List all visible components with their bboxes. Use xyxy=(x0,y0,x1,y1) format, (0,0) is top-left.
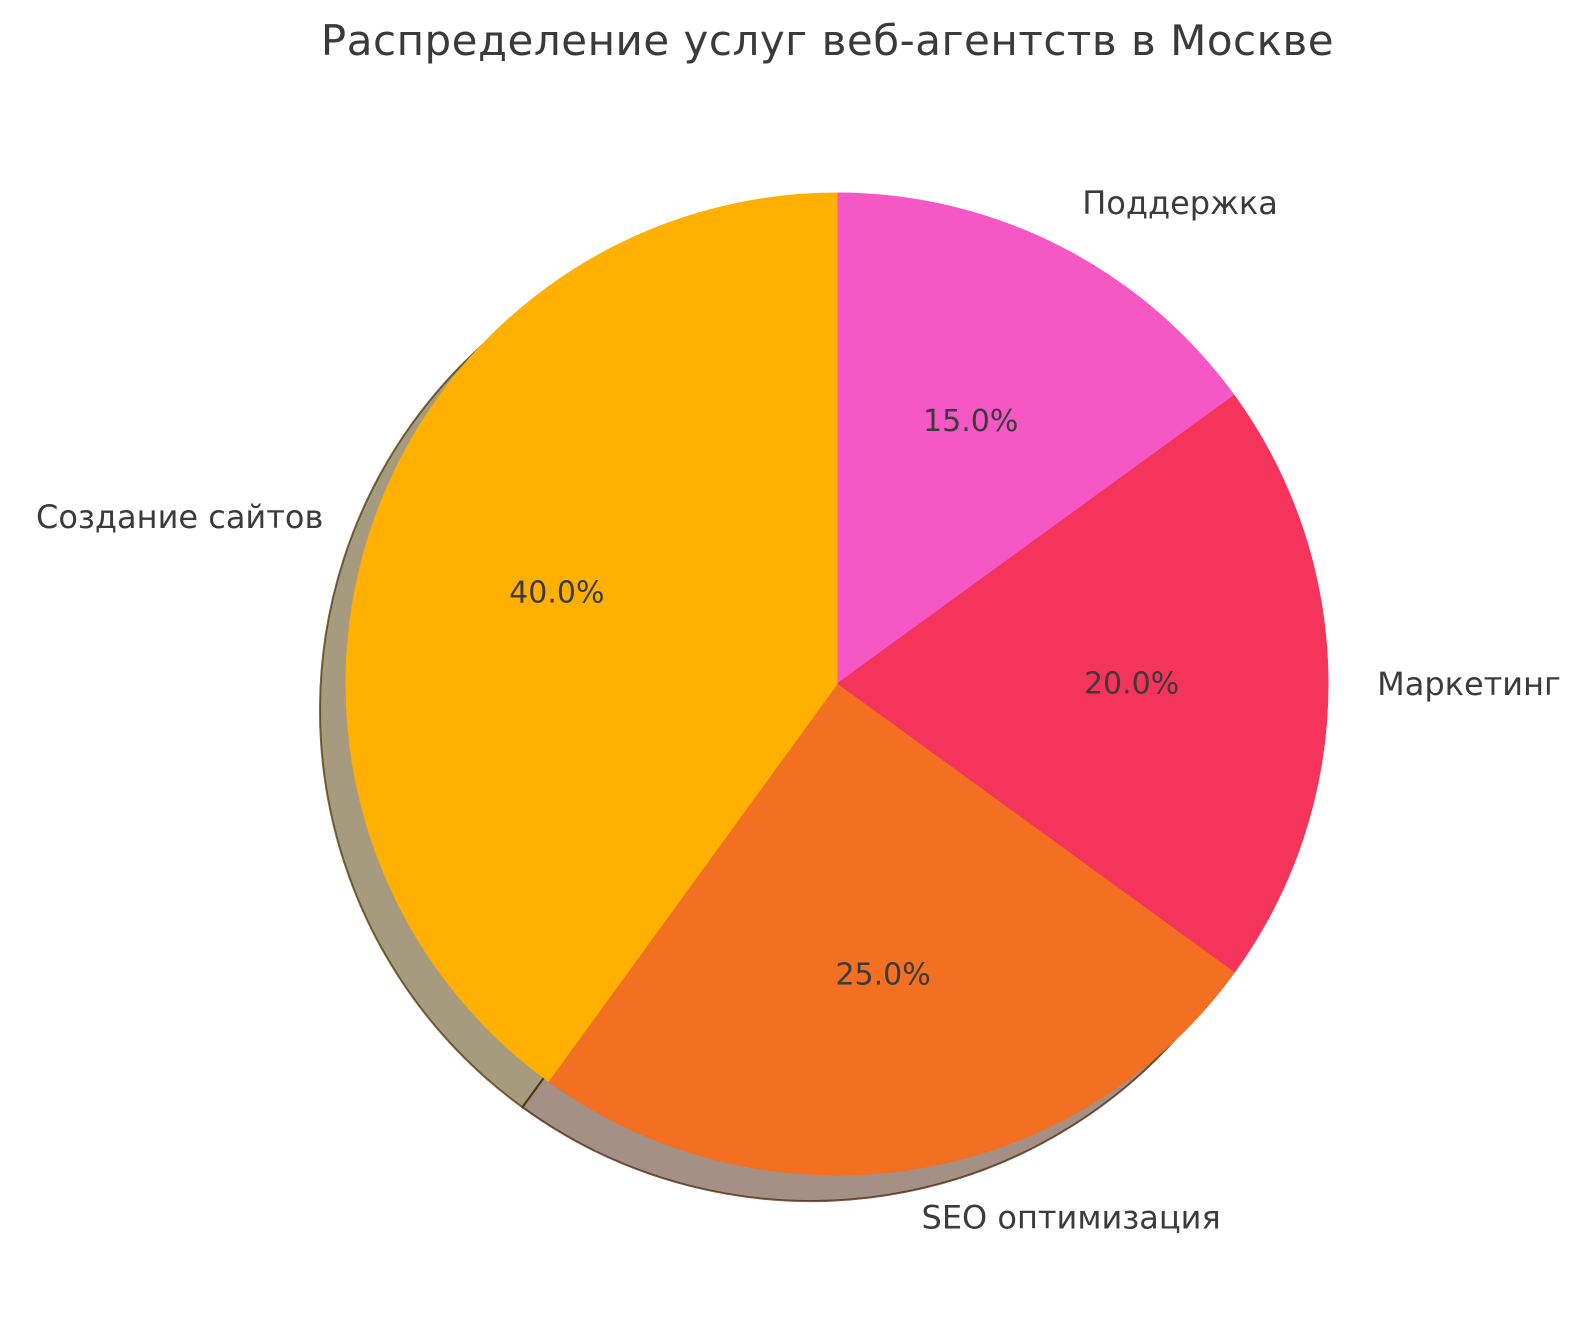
pie-pct-label-website-creation: 40.0% xyxy=(509,576,604,611)
pie-slice-support xyxy=(836,192,1235,685)
chart-title: Распределение услуг веб-агентств в Москв… xyxy=(320,16,1335,65)
pie-slice-marketing xyxy=(836,394,1329,974)
pie-slices xyxy=(345,192,1329,1176)
pie-slice-label-marketing: Маркетинг xyxy=(1377,665,1561,703)
pie-slice-label-website-creation: Создание сайтов xyxy=(36,498,323,536)
pie-slice-label-seo-optimization: SEO оптимизация xyxy=(922,1199,1221,1237)
pie-pct-label-seo-optimization: 25.0% xyxy=(835,958,930,993)
pie-slice-label-support: Поддержка xyxy=(1082,184,1278,222)
pie-pct-label-marketing: 20.0% xyxy=(1084,667,1179,702)
pie-slice-seo-optimization xyxy=(547,683,1235,1176)
pie-pct-label-support: 15.0% xyxy=(923,404,1018,439)
pie-slice-website-creation xyxy=(345,192,838,1082)
